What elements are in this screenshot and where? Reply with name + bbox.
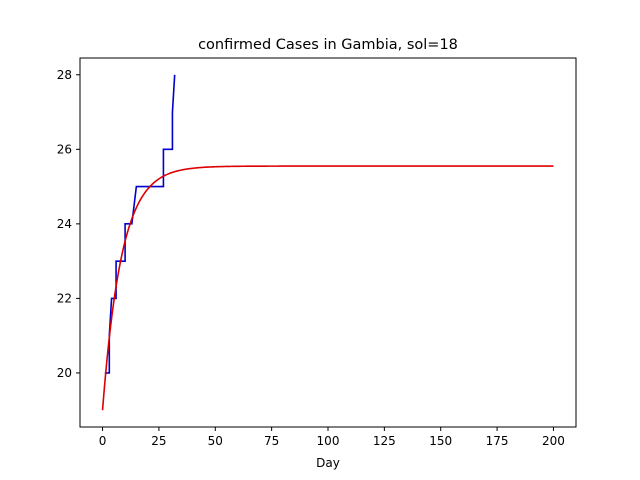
x-tick-label: 150	[429, 434, 452, 448]
x-tick-label: 125	[373, 434, 396, 448]
x-tick-label: 0	[99, 434, 107, 448]
series-line-1	[104, 74, 176, 374]
plot-frame	[79, 57, 577, 428]
x-tick-label: 100	[317, 434, 340, 448]
x-axis-ticks: 0 25 50 75 100 125 150 175 200	[99, 427, 565, 448]
y-axis-ticks: 20 22 24 26 28	[57, 68, 80, 380]
x-tick-label: 75	[264, 434, 279, 448]
x-tick-label: 25	[151, 434, 166, 448]
x-axis-label: Day	[316, 456, 340, 470]
y-tick-label: 24	[57, 217, 72, 231]
series-line-2	[101, 165, 554, 411]
x-tick-label: 50	[208, 434, 223, 448]
y-tick-label: 28	[57, 68, 72, 82]
y-tick-label: 22	[57, 291, 72, 305]
x-tick-label: 175	[486, 434, 509, 448]
plot-series	[101, 74, 554, 411]
chart-title: confirmed Cases in Gambia, sol=18	[198, 37, 458, 53]
y-tick-label: 26	[57, 142, 72, 156]
y-tick-label: 20	[57, 366, 72, 380]
x-tick-label: 200	[542, 434, 565, 448]
